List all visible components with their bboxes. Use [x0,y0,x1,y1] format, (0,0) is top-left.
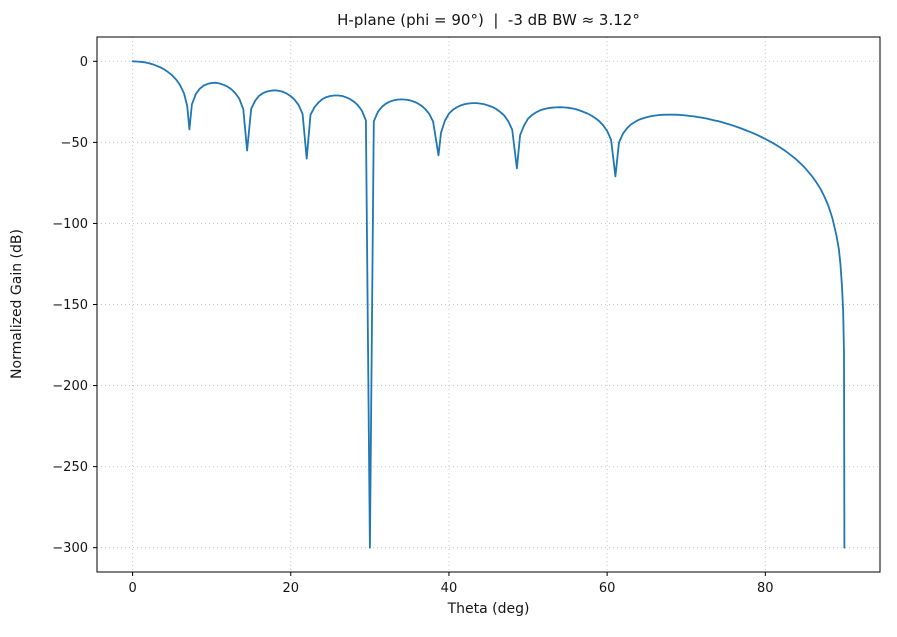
x-axis-label: Theta (deg) [447,601,530,617]
y-tick-label: −250 [52,460,88,475]
y-tick-label: −100 [52,217,88,232]
x-tick-label: 60 [599,581,616,596]
y-tick-label: −150 [52,298,88,313]
x-tick-label: 20 [282,581,299,596]
x-tick-label: 80 [757,581,774,596]
y-tick-label: −200 [52,379,88,394]
y-tick-label: −50 [61,136,88,151]
grid [97,37,880,572]
y-tick-label: 0 [80,55,88,70]
gain-curve [131,60,846,549]
x-tick-label: 0 [128,581,136,596]
axes-frame [96,36,881,573]
chart-title: H-plane (phi = 90°) | -3 dB BW ≈ 3.12° [337,11,640,29]
y-tick-label: −300 [52,541,88,556]
axis-ticks: 0 20 40 60 80 0 −50 −100 −150 −200 −250 −300 [52,55,773,596]
x-tick-label: 40 [441,581,458,596]
